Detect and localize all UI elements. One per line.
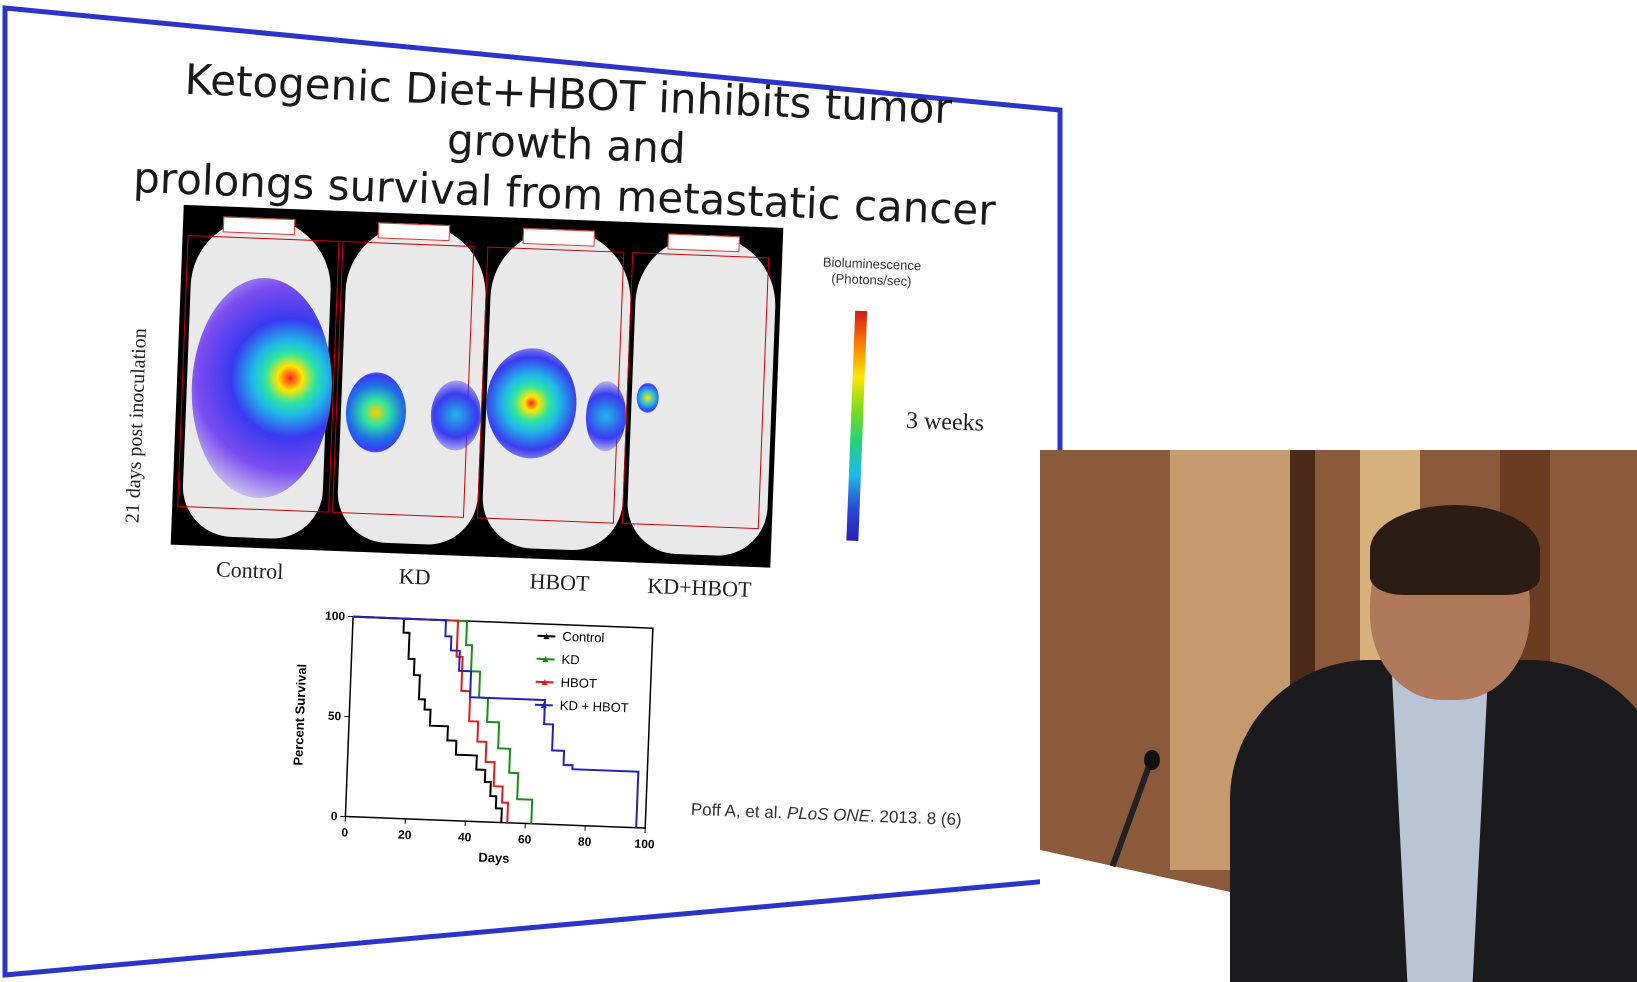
bioluminescence-image-panel (170, 204, 784, 568)
mouse-control (177, 215, 340, 541)
y-tick-label: 0 (330, 809, 338, 823)
legend-marker (540, 702, 547, 709)
legend-marker (541, 679, 548, 686)
legend-label: KD + HBOT (560, 698, 630, 716)
mouse-kd-hbot (621, 232, 778, 558)
citation: Poff A, et al. PLoS ONE. 2013. 8 (6) (691, 800, 962, 830)
x-tick-label: 20 (398, 828, 412, 843)
series-line-kd-hbot (353, 615, 640, 828)
series-line-kd (353, 615, 534, 824)
mouse-hbot (476, 226, 634, 552)
x-axis-label: Days (478, 850, 510, 866)
scale-title: Bioluminescence (Photons/sec) (806, 254, 937, 291)
legend-marker (542, 656, 549, 663)
x-tick-label: 40 (458, 830, 472, 845)
legend-marker (543, 633, 550, 640)
y-axis-label: Percent Survival (290, 664, 309, 766)
speaker-hair (1370, 505, 1540, 595)
legend-label: Control (562, 629, 605, 646)
y-tick-label: 100 (325, 609, 346, 624)
citation-journal: PLoS ONE (786, 803, 871, 826)
group-label-kd: KD (398, 563, 432, 590)
series-line-control (353, 615, 503, 823)
imaging-vertical-label: 21 days post inoculation (121, 327, 151, 524)
presentation-slide: Ketogenic Diet+HBOT inhibits tumor growt… (26, 40, 1059, 958)
mouse-kd (332, 221, 489, 547)
legend-label: KD (561, 652, 580, 668)
x-tick-label: 0 (341, 825, 349, 839)
citation-rest: . 2013. 8 (6) (869, 806, 963, 830)
x-tick-label: 100 (634, 837, 655, 852)
legend-label: HBOT (560, 675, 597, 691)
group-label-kd-hbot: KD+HBOT (646, 572, 752, 602)
y-tick-label: 50 (328, 709, 342, 724)
citation-authors: Poff A, et al. (690, 799, 783, 823)
speaker-shirt (1392, 675, 1488, 982)
speaker-video (1040, 450, 1637, 982)
color-scale-bar (846, 310, 868, 542)
timepoint-label: 3 weeks (905, 407, 985, 437)
x-tick-label: 60 (518, 832, 532, 847)
group-label-hbot: HBOT (529, 568, 590, 596)
survival-chart: 0 20 40 60 80 100 0 50 100 Days Percent Survival Co… (290, 609, 655, 866)
group-label-control: Control (215, 556, 284, 584)
x-tick-label: 80 (578, 834, 592, 849)
microphone-icon (1144, 750, 1160, 770)
